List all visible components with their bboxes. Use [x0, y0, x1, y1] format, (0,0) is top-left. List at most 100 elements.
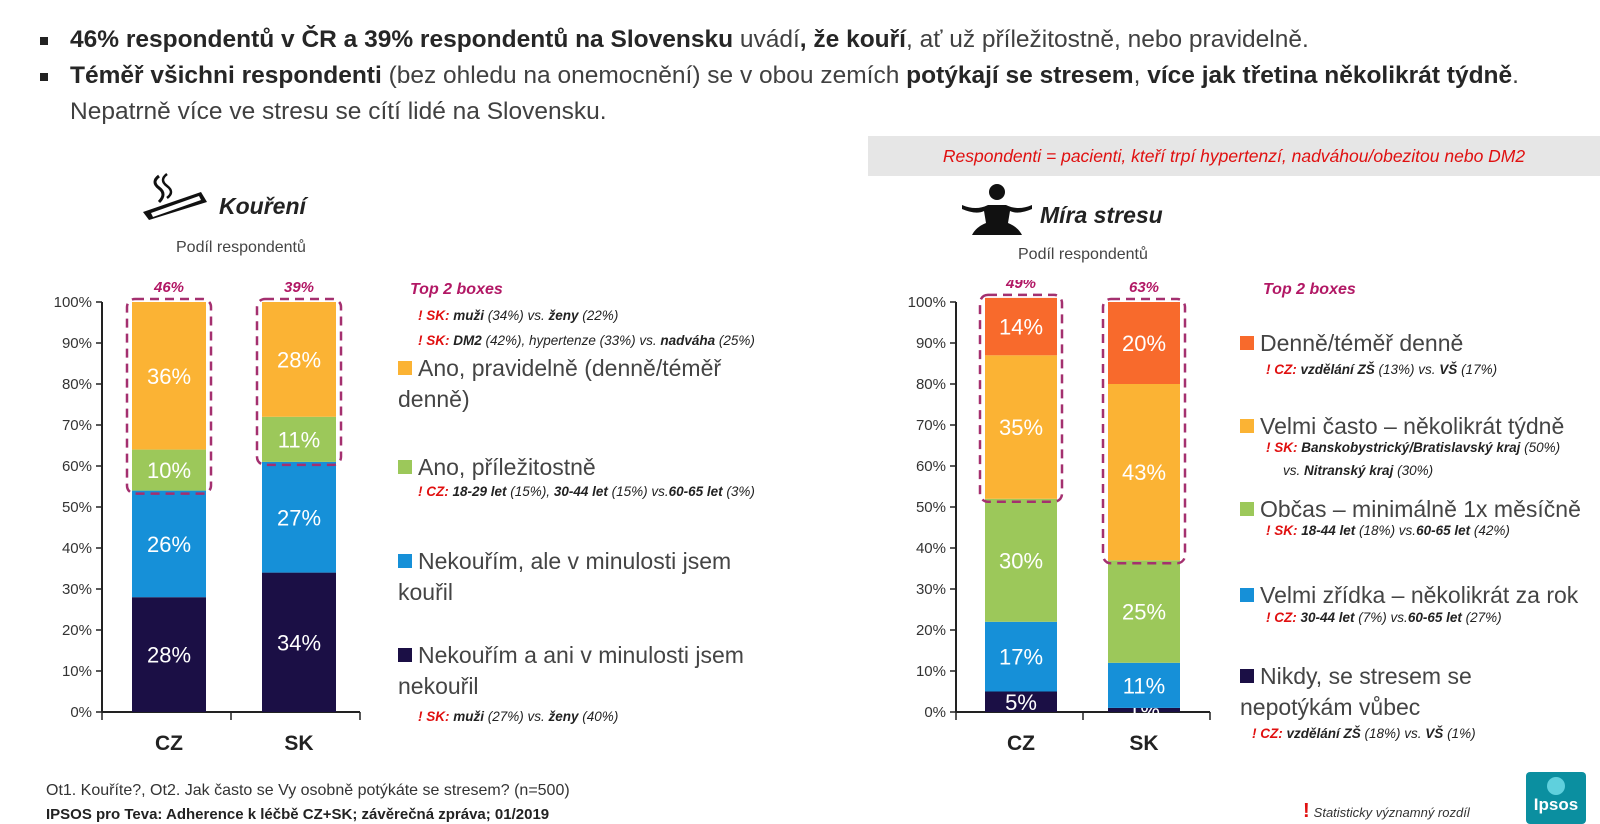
y-tick-label: 50%: [916, 499, 946, 516]
y-tick-label: 40%: [62, 540, 92, 557]
legend-swatch: [398, 554, 412, 568]
legend-label: Denně/téměř denně: [1260, 330, 1464, 356]
note-run: (42%): [1470, 523, 1510, 538]
note-run: muži: [449, 709, 485, 724]
stress-legend-weekly: Velmi často – několikrát týdně: [1240, 411, 1600, 442]
y-tick-label: 70%: [916, 417, 946, 434]
y-tick-label: 40%: [916, 540, 946, 557]
legend-label: Ano, příležitostně: [418, 454, 596, 480]
y-tick-label: 30%: [62, 581, 92, 598]
note-run: vzdělání ZŠ: [1282, 726, 1361, 741]
legend-swatch: [1240, 419, 1254, 433]
note-run: (18%) vs.: [1360, 726, 1426, 741]
note-run: (3%): [722, 484, 755, 499]
stress-legend-monthly: Občas – minimálně 1x měsíčně: [1240, 494, 1600, 525]
y-tick-label: 10%: [916, 663, 946, 680]
logo-mark: [1547, 777, 1565, 795]
data-label: 25%: [1122, 600, 1166, 625]
stress-top2-label: Top 2 boxes: [1263, 281, 1356, 298]
bar-segment: [262, 461, 336, 573]
bar-segment: [985, 297, 1057, 356]
note-run: (7%) vs.: [1354, 610, 1408, 625]
smoking-legend-former: Nekouřím, ale v minulosti jsem kouřil: [398, 546, 788, 608]
note-run: ! SK:: [1266, 523, 1298, 538]
legend-label: Ano, pravidelně (denně/téměř denně): [398, 355, 722, 412]
stress-legend-rarely: Velmi zřídka – několikrát za rok: [1240, 580, 1600, 611]
bar-segment: [262, 572, 336, 712]
x-category-label: CZ: [1007, 732, 1035, 755]
y-tick-label: 70%: [62, 417, 92, 434]
note-run: ! SK:: [418, 709, 450, 724]
note-run: ! CZ:: [1266, 610, 1297, 625]
top2-bracket: [1101, 297, 1187, 565]
bullet-run: 46% respondentů v ČR a 39% respondentů n…: [70, 26, 734, 53]
y-tick-label: 90%: [916, 335, 946, 352]
note-run: 30-44 let: [1296, 610, 1355, 625]
stress-note-never: ! CZ: vzdělání ZŠ (18%) vs. VŠ (1%): [1252, 726, 1476, 741]
note-run: ! CZ:: [1252, 726, 1283, 741]
legend-swatch: [398, 361, 412, 375]
y-tick-label: 80%: [916, 376, 946, 393]
data-label: 20%: [1122, 331, 1166, 356]
smoking-subtitle: Podíl respondentů: [176, 239, 306, 256]
bullet-run: potýkají se stresem: [906, 62, 1134, 89]
bullet-run: (bez ohledu na onemocnění) se v obou zem…: [381, 62, 907, 89]
y-tick-label: 90%: [62, 335, 92, 352]
y-tick-label: 20%: [916, 622, 946, 639]
significance-note: ! Statisticky významný rozdíl: [1303, 800, 1470, 823]
data-label: 17%: [999, 645, 1043, 670]
bar-segment: [1108, 302, 1180, 384]
stress-note-monthly: ! SK: 18-44 let (18%) vs.60-65 let (42%): [1266, 523, 1510, 538]
legend-label: Občas – minimálně 1x měsíčně: [1260, 496, 1581, 522]
smoking-legend-occasional: Ano, příležitostně: [398, 452, 788, 483]
smoking-note-age: ! CZ: 18-29 let (15%), 30-44 let (15%) v…: [418, 484, 755, 499]
data-label: 28%: [277, 347, 321, 372]
data-label: 11%: [278, 427, 320, 452]
legend-swatch: [1240, 669, 1254, 683]
data-label: 36%: [147, 364, 191, 389]
note-run: (27%): [1461, 610, 1502, 625]
legend-label: Nikdy, se stresem se nepotýkám vůbec: [1240, 663, 1472, 720]
legend-label: Nekouřím, ale v minulosti jsem kouřil: [398, 548, 732, 605]
footer-question: Ot1. Kouříte?, Ot2. Jak často se Vy osob…: [46, 782, 570, 799]
note-run: 18-44 let: [1297, 523, 1356, 538]
stress-note-weekly-cont: vs. Nitranský kraj (30%): [1283, 463, 1433, 478]
bar-segment: [985, 355, 1057, 499]
smoking-legend-never: Nekouřím a ani v minulosti jsem nekouřil: [398, 640, 788, 702]
stress-note-weekly: ! SK: Banskobystrický/Bratislavský kraj …: [1266, 440, 1560, 455]
bar-segment: [132, 597, 206, 712]
note-run: (15%),: [506, 484, 554, 499]
bar-segment: [262, 416, 336, 462]
y-tick-label: 0%: [924, 704, 946, 721]
note-run: Nitranský kraj: [1304, 463, 1394, 478]
note-run: 60-65 let: [1407, 610, 1462, 625]
top2-value: 46%: [153, 280, 184, 296]
bar-segment: [132, 449, 206, 491]
note-run: (1%): [1443, 726, 1476, 741]
note-run: DM2: [449, 333, 482, 348]
note-run: 30-44 let: [553, 484, 608, 499]
legend-label: Velmi zřídka – několikrát za rok: [1260, 582, 1579, 608]
smoking-title: Kouření: [219, 193, 306, 219]
note-run: (17%): [1457, 362, 1498, 377]
y-tick-label: 60%: [916, 458, 946, 475]
top2-value: 63%: [1129, 280, 1159, 296]
bullet-run: uvádí: [733, 26, 800, 53]
bullet-stress: Téměř všichni respondenti (bez ohledu na…: [38, 58, 1578, 130]
bar-segment: [132, 490, 206, 598]
note-run: (15%) vs.: [607, 484, 669, 499]
top2-bracket: [978, 293, 1064, 504]
note-run: (18%) vs.: [1355, 523, 1417, 538]
note-run: (27%) vs.: [484, 709, 549, 724]
data-label: 28%: [147, 643, 191, 668]
note-run: (13%) vs.: [1374, 362, 1440, 377]
note-run: ! SK:: [418, 308, 450, 323]
note-run: (34%) vs.: [484, 308, 549, 323]
significance-text: Statisticky významný rozdíl: [1313, 805, 1470, 820]
smoking-note-gender: ! SK: muži (34%) vs. ženy (22%): [418, 308, 618, 323]
stress-title: Míra stresu: [1040, 202, 1163, 228]
note-run: (42%), hypertenze (33%) vs.: [481, 333, 661, 348]
bar-segment: [132, 302, 206, 450]
data-label: 10%: [147, 458, 191, 483]
data-label: 26%: [147, 532, 191, 557]
